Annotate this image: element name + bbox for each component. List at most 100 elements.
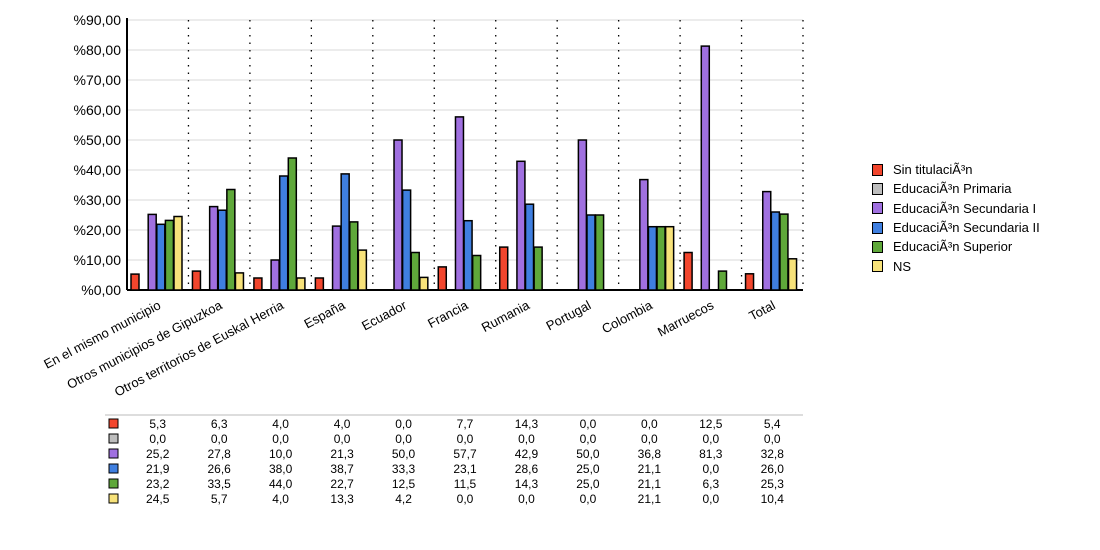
y-tick-label: %10,00 [74, 252, 122, 268]
data-label: 25,0 [576, 462, 600, 476]
data-label: 22,7 [330, 477, 354, 491]
bar [524, 203, 535, 291]
x-tick-label: Colombia [599, 297, 655, 336]
data-label: 21,1 [638, 462, 662, 476]
data-label: 4,0 [272, 492, 289, 506]
data-label: 50,0 [392, 447, 416, 461]
bar [577, 139, 588, 291]
data-label: 21,3 [330, 447, 354, 461]
legend: Sin titulaciÃ³n EducaciÃ³n Primaria Educac… [872, 160, 1040, 276]
y-tick-label: %70,00 [74, 72, 122, 88]
data-table-row-swatch [108, 418, 119, 429]
bar [647, 225, 658, 291]
x-tick-label: Ecuador [359, 297, 409, 333]
bar [253, 277, 263, 291]
legend-swatch [872, 182, 883, 195]
legend-swatch [872, 260, 883, 273]
bar [340, 173, 350, 291]
data-label: 11,5 [454, 477, 477, 491]
data-label: 5,7 [211, 492, 228, 506]
legend-label: EducaciÃ³n Superior [893, 239, 1013, 255]
bar [208, 205, 219, 291]
legend-swatch [872, 221, 883, 234]
legend-item: NS [872, 256, 1040, 275]
data-label: 26,0 [761, 462, 785, 476]
data-label: 0,0 [457, 492, 474, 506]
data-label: 26,6 [208, 462, 232, 476]
legend-item: EducaciÃ³n Secundaria I [872, 199, 1040, 218]
data-label: 6,3 [211, 417, 228, 431]
data-label: 5,4 [764, 417, 781, 431]
data-label: 21,1 [638, 477, 662, 491]
data-label: 21,1 [638, 492, 662, 506]
data-label: 23,1 [453, 462, 477, 476]
data-label: 0,0 [457, 432, 474, 446]
data-table-row-swatch [108, 493, 119, 504]
bar [639, 178, 649, 291]
data-label: 25,0 [576, 477, 600, 491]
legend-item: Sin titulaciÃ³n [872, 160, 1040, 179]
bar [401, 189, 412, 291]
data-label: 13,3 [330, 492, 354, 506]
data-label: 10,0 [269, 447, 293, 461]
data-label: 0,0 [211, 432, 228, 446]
bar [278, 175, 289, 291]
data-label: 0,0 [702, 462, 719, 476]
bar [217, 209, 228, 291]
legend-label: EducaciÃ³n Secundaria II [893, 220, 1040, 236]
bar [226, 188, 236, 291]
y-tick-label: %50,00 [74, 132, 122, 148]
y-tick-label: %90,00 [74, 12, 122, 28]
x-tick-label: Francia [425, 297, 471, 331]
bar [191, 270, 202, 291]
legend-swatch [872, 240, 883, 253]
data-table-row-swatch [108, 478, 119, 489]
data-label: 38,0 [269, 462, 293, 476]
bar [164, 219, 175, 291]
bar [296, 277, 306, 291]
data-label: 4,0 [334, 417, 351, 431]
y-tick-label: %30,00 [74, 192, 122, 208]
data-label: 0,0 [149, 432, 166, 446]
data-label: 44,0 [269, 477, 293, 491]
bar [463, 219, 473, 291]
bar [156, 223, 166, 291]
bar [419, 276, 429, 291]
bar [498, 246, 509, 291]
y-tick-label: %80,00 [74, 42, 122, 58]
bar [471, 254, 482, 291]
bar [664, 225, 675, 291]
data-label: 36,8 [638, 447, 662, 461]
data-label: 25,2 [146, 447, 170, 461]
legend-item: EducaciÃ³n Primaria [872, 179, 1040, 198]
data-label: 50,0 [576, 447, 600, 461]
legend-item: EducaciÃ³n Secundaria II [872, 218, 1040, 237]
data-label: 0,0 [580, 492, 597, 506]
data-label: 4,0 [272, 417, 289, 431]
bar [454, 116, 465, 291]
data-label: 12,5 [699, 417, 723, 431]
data-label: 0,0 [395, 417, 412, 431]
bar [173, 215, 183, 291]
bar [331, 225, 342, 291]
data-label: 27,8 [208, 447, 232, 461]
data-label: 25,3 [761, 477, 785, 491]
bar [357, 249, 368, 291]
data-label: 14,3 [515, 417, 539, 431]
x-tick-label: Total [746, 297, 777, 323]
legend-label: EducaciÃ³n Secundaria I [893, 200, 1037, 216]
data-label: 21,9 [146, 462, 170, 476]
data-label: 12,5 [392, 477, 416, 491]
legend-label: EducaciÃ³n Primaria [893, 181, 1012, 197]
bar [787, 258, 798, 291]
bar [779, 213, 789, 291]
data-label: 0,0 [764, 432, 781, 446]
data-label: 10,4 [761, 492, 785, 506]
data-label: 5,3 [149, 417, 166, 431]
x-tick-label: Marruecos [655, 297, 717, 339]
bar [147, 213, 157, 291]
bar [393, 139, 403, 291]
y-tick-label: %0,00 [81, 282, 121, 298]
data-label: 0,0 [580, 432, 597, 446]
